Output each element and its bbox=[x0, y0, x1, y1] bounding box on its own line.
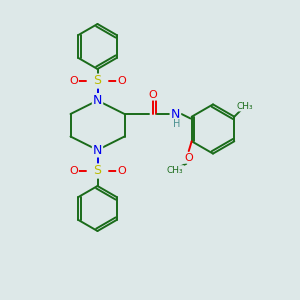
Text: O: O bbox=[69, 76, 78, 86]
Text: S: S bbox=[94, 164, 101, 178]
Text: CH₃: CH₃ bbox=[167, 166, 184, 175]
Text: O: O bbox=[117, 76, 126, 86]
Text: S: S bbox=[94, 74, 101, 88]
Text: N: N bbox=[93, 143, 102, 157]
Text: O: O bbox=[69, 166, 78, 176]
Text: H: H bbox=[173, 118, 181, 129]
Text: N: N bbox=[93, 94, 102, 107]
Text: CH₃: CH₃ bbox=[236, 102, 253, 111]
Text: O: O bbox=[117, 166, 126, 176]
Text: O: O bbox=[184, 153, 193, 163]
Text: N: N bbox=[171, 107, 180, 121]
Text: O: O bbox=[148, 89, 158, 100]
